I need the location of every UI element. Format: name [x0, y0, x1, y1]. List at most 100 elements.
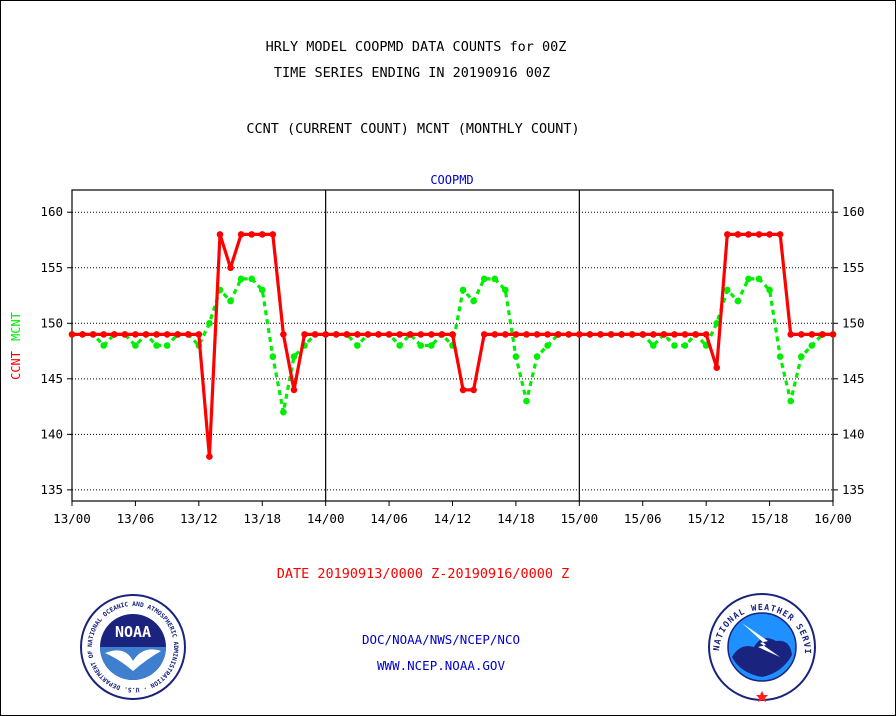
- star-icon: [756, 691, 768, 702]
- data-point-ccnt: [343, 331, 351, 338]
- data-point-mcnt: [206, 319, 213, 327]
- data-point-ccnt: [533, 331, 541, 338]
- data-point-mcnt: [713, 319, 721, 327]
- data-point-ccnt: [89, 331, 97, 338]
- data-point-ccnt: [184, 331, 192, 338]
- data-point-ccnt: [607, 331, 615, 338]
- data-point-ccnt: [576, 331, 583, 338]
- data-point-ccnt: [216, 231, 224, 238]
- data-point-mcnt: [650, 342, 657, 349]
- data-point-mcnt: [776, 353, 784, 360]
- data-point-ccnt: [808, 331, 816, 338]
- data-point-ccnt: [121, 331, 129, 338]
- data-point-ccnt: [597, 331, 604, 338]
- data-point-mcnt: [396, 342, 403, 349]
- data-point-ccnt: [724, 231, 731, 238]
- data-point-ccnt: [332, 331, 340, 338]
- date-range-label: DATE 20190913/0000 Z-20190916/0000 Z: [277, 566, 570, 582]
- data-point-ccnt: [787, 331, 795, 338]
- data-point-mcnt: [354, 342, 361, 349]
- cloud-icon: [732, 638, 792, 677]
- data-point-ccnt: [491, 331, 499, 338]
- data-point-ccnt: [364, 331, 372, 338]
- data-point-ccnt: [396, 331, 403, 338]
- url-link[interactable]: WWW.NCEP.NOAA.GOV: [377, 658, 505, 673]
- data-point-ccnt: [470, 386, 477, 394]
- plot-area: 135 135 140 140 145 145 150 150 155 155 160 160 13/0…: [40, 189, 865, 526]
- data-point-ccnt: [829, 331, 837, 338]
- data-point-ccnt: [153, 331, 160, 338]
- data-point-mcnt: [766, 286, 773, 294]
- data-point-mcnt: [227, 297, 234, 305]
- y-tick-label-right: 155: [842, 260, 865, 275]
- data-point-mcnt: [132, 342, 139, 349]
- chart-title-line1: HRLY MODEL COOPMD DATA COUNTS for 00Z: [266, 39, 567, 55]
- data-point-ccnt: [671, 331, 678, 338]
- data-point-ccnt: [480, 331, 488, 338]
- data-point-ccnt: [449, 331, 456, 338]
- data-point-mcnt: [724, 286, 731, 294]
- chart-title-line3: CCNT (CURRENT COUNT) MCNT (MONTHLY COUNT…: [246, 121, 579, 137]
- data-point-ccnt: [713, 364, 721, 372]
- x-tick-label: 13/00: [53, 511, 91, 526]
- data-point-mcnt: [808, 342, 816, 349]
- data-point-ccnt: [586, 331, 594, 338]
- x-tick-label: 16/00: [814, 511, 852, 526]
- data-point-mcnt: [523, 397, 530, 405]
- data-point-ccnt: [565, 331, 573, 338]
- data-point-mcnt: [258, 286, 266, 294]
- x-tick-label: 15/12: [687, 511, 725, 526]
- data-point-mcnt: [428, 342, 435, 349]
- x-tick-label: 14/18: [497, 511, 535, 526]
- data-point-mcnt: [502, 286, 509, 294]
- data-point-mcnt: [671, 342, 678, 349]
- y-tick-label-left: 140: [40, 426, 63, 441]
- data-point-ccnt: [650, 331, 657, 338]
- plot-title-coopmd: COOPMD: [430, 173, 473, 187]
- data-point-ccnt: [523, 331, 530, 338]
- data-point-ccnt: [174, 331, 181, 338]
- data-point-ccnt: [745, 231, 752, 238]
- x-tick-label: 13/06: [117, 511, 155, 526]
- data-point-mcnt: [755, 275, 763, 283]
- data-point-mcnt: [237, 275, 245, 283]
- data-point-mcnt: [734, 297, 742, 305]
- data-point-ccnt: [142, 331, 150, 338]
- data-point-mcnt: [248, 275, 255, 283]
- y-tick-label-right: 160: [842, 204, 865, 219]
- data-point-ccnt: [269, 231, 277, 238]
- data-point-mcnt: [290, 353, 298, 360]
- data-point-ccnt: [195, 331, 203, 338]
- data-point-mcnt: [544, 342, 551, 349]
- x-tick-label: 13/12: [180, 511, 218, 526]
- data-point-ccnt: [227, 264, 234, 272]
- data-point-ccnt: [248, 231, 255, 238]
- data-point-ccnt: [502, 331, 509, 338]
- data-point-ccnt: [681, 331, 689, 338]
- data-point-ccnt: [512, 331, 520, 338]
- data-point-mcnt: [491, 275, 499, 283]
- data-point-ccnt: [163, 331, 171, 338]
- data-point-ccnt: [544, 331, 551, 338]
- data-point-ccnt: [692, 331, 699, 338]
- data-point-ccnt: [428, 331, 435, 338]
- data-point-ccnt: [301, 331, 308, 338]
- data-point-mcnt: [153, 342, 160, 349]
- data-point-ccnt: [132, 331, 139, 338]
- data-point-ccnt: [322, 331, 329, 338]
- chart-title-line2: TIME SERIES ENDING IN 20190916 00Z: [274, 65, 550, 81]
- y-axis-label-ccnt: CCNT: [9, 351, 23, 380]
- x-tick-label: 15/18: [751, 511, 789, 526]
- y-tick-label-left: 150: [40, 315, 63, 330]
- data-point-mcnt: [681, 342, 689, 349]
- data-point-ccnt: [660, 331, 668, 338]
- data-point-mcnt: [787, 397, 795, 405]
- data-point-ccnt: [776, 231, 784, 238]
- data-point-mcnt: [745, 275, 752, 283]
- seagull-icon: [105, 649, 161, 671]
- y-tick-label-right: 150: [842, 315, 865, 330]
- y-tick-label-right: 140: [842, 426, 865, 441]
- y-tick-label-left: 160: [40, 204, 63, 219]
- data-point-ccnt: [290, 386, 298, 394]
